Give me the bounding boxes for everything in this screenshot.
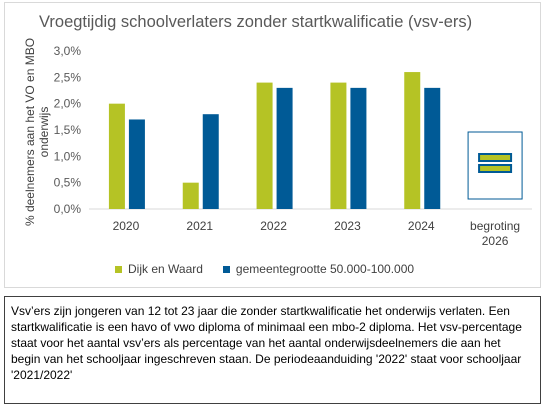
legend-item-gemeentegrootte: gemeentegrootte 50.000-100.000 <box>222 262 415 276</box>
bar-chart: % deelnemers aan het VO en MBOonderwijs0… <box>23 38 532 248</box>
bar-gemeentegrootte-2024 <box>424 87 441 209</box>
legend-label-gemeentegrootte: gemeentegrootte 50.000-100.000 <box>235 262 415 276</box>
legend: Dijk en Waard gemeentegrootte 50.000-100… <box>115 262 414 276</box>
y-axis-label: % deelnemers aan het VO en MBOonderwijs <box>23 38 51 226</box>
bar-dijk-en-waard-2023 <box>330 82 347 209</box>
y-tick-label: 1,5% <box>54 123 82 137</box>
x-tick-label: 2021 <box>186 219 213 233</box>
bar-dijk-en-waard-2021 <box>182 182 199 209</box>
y-tick-label: 0,5% <box>54 176 82 190</box>
chart-title: Vroegtijdig schoolverlaters zonder start… <box>39 13 473 31</box>
x-tick-label: 2026 <box>482 234 509 248</box>
budget-placeholder-box <box>467 131 523 200</box>
x-tick-label: 2023 <box>334 219 361 233</box>
legend-item-dijk-en-waard: Dijk en Waard <box>115 262 203 276</box>
y-tick-label: 0,0% <box>54 202 82 216</box>
bar-gemeentegrootte-2022 <box>276 87 293 209</box>
explanation-text: Vsv’ers zijn jongeren van 12 tot 23 jaar… <box>11 304 522 382</box>
y-tick-label: 2,5% <box>54 70 82 84</box>
bar-gemeentegrootte-2023 <box>350 87 367 209</box>
equals-icon-top-bar <box>478 153 513 162</box>
y-tick-label: 1,0% <box>54 149 82 163</box>
y-tick-label: 2,0% <box>54 97 82 111</box>
equals-icon-bottom-bar <box>478 164 513 173</box>
x-tick-label: 2022 <box>260 219 287 233</box>
x-tick-label: 2024 <box>408 219 435 233</box>
bar-gemeentegrootte-2021 <box>202 114 219 209</box>
legend-swatch-gemeentegrootte <box>222 265 230 273</box>
bar-gemeentegrootte-2020 <box>128 119 145 209</box>
bar-dijk-en-waard-2022 <box>256 82 273 209</box>
bar-dijk-en-waard-2020 <box>108 103 125 209</box>
legend-swatch-dijk-en-waard <box>115 265 122 273</box>
bar-dijk-en-waard-2024 <box>404 72 421 209</box>
y-tick-label: 3,0% <box>54 44 82 58</box>
x-tick-label: 2020 <box>113 219 140 233</box>
legend-label-dijk-en-waard: Dijk en Waard <box>128 262 203 276</box>
chart-frame: Vroegtijdig schoolverlaters zonder start… <box>4 2 541 288</box>
explanation-note: Vsv’ers zijn jongeren van 12 tot 23 jaar… <box>4 296 541 404</box>
x-tick-label: begroting <box>470 219 520 233</box>
